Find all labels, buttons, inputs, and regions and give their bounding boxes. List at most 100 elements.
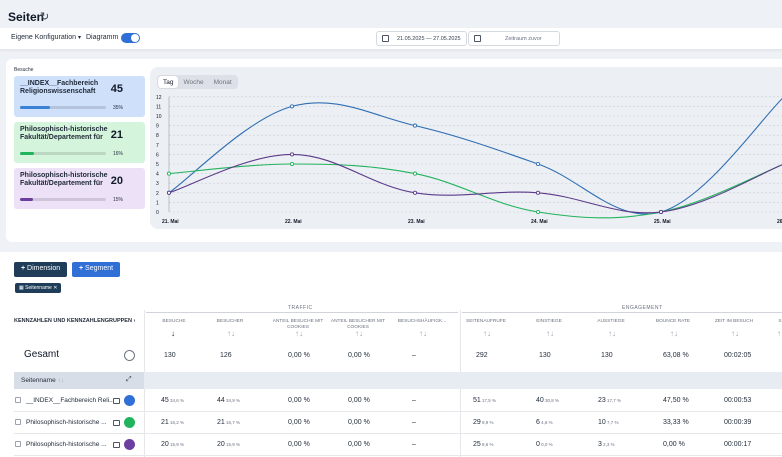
card-percent: 16% (112, 151, 123, 157)
dimension-chip[interactable]: ▦ Seitenname ✕ (15, 283, 62, 293)
add-dimension-button[interactable]: + Dimension (14, 262, 67, 277)
column-header[interactable]: SEITENAUFRUFE (466, 319, 506, 324)
row-value: 40 30,8 % (536, 397, 559, 404)
value-main: – (412, 441, 416, 448)
sort-icon[interactable]: ↑↓ (608, 329, 616, 338)
value-share: 15,9 % (224, 442, 241, 447)
metric-groups-link[interactable]: KENNZAHLEN UND KENNZAHLENGRUPPEN › (14, 318, 135, 324)
compare-picker[interactable]: Zeitraum zuvor (468, 31, 560, 46)
card-value: 21 (110, 129, 123, 141)
sort-icon[interactable]: ↑↓ (419, 329, 427, 338)
y-tick-label: 12 (156, 95, 162, 101)
row-checkbox[interactable] (15, 397, 21, 403)
progress-fill (20, 198, 33, 201)
row-trend-icon[interactable] (124, 395, 135, 406)
trend-icon[interactable] (124, 350, 135, 361)
data-point (289, 104, 295, 109)
column-header[interactable]: ZEIT IM BESUCH (714, 319, 754, 324)
table-row[interactable] (14, 434, 782, 456)
close-icon[interactable]: ✕ (53, 285, 58, 291)
data-point (166, 171, 172, 176)
value-main: – (412, 397, 416, 404)
y-tick-label: 10 (156, 114, 162, 120)
column-header[interactable]: ANTEIL BESUCHE MIT COOKIES (272, 319, 324, 330)
sort-icon[interactable]: ↑↓ (777, 329, 782, 338)
value-main: 00:00:17 (724, 441, 752, 448)
total-value: 126 (220, 352, 232, 359)
row-trend-icon[interactable] (124, 439, 135, 450)
x-tick-label: 21. Mai (162, 219, 179, 225)
column-header[interactable]: AUSSTIEGE (597, 319, 625, 324)
diagram-toggle[interactable] (121, 33, 140, 43)
sort-icon[interactable]: ↑↓ (227, 329, 235, 338)
table-icon: ▦ (19, 285, 24, 291)
value-main: 0,00 % (288, 397, 310, 404)
column-header[interactable]: BOUNCE RATE (655, 319, 691, 324)
sort-icon[interactable]: ↓ (171, 329, 175, 338)
row-checkbox[interactable] (15, 419, 21, 425)
series-line (168, 163, 782, 219)
value-main: 0 (536, 441, 540, 448)
column-header[interactable]: BESUCHE (162, 319, 186, 324)
row-value: 25 8,6 % (473, 441, 494, 448)
dimension-header-label[interactable]: Seitenname ↑↓ (21, 377, 64, 384)
row-name[interactable]: Philosophisch-historische ... (26, 441, 107, 448)
value-main: 21 (161, 419, 169, 426)
add-segment-button[interactable]: + Segment (72, 262, 120, 277)
y-tick-label: 1 (156, 200, 159, 206)
sort-icon[interactable]: ↑↓ (295, 329, 303, 338)
tab-woche[interactable]: Woche (183, 79, 204, 86)
summary-card[interactable]: Philosophisch-historische Fakultät/Depar… (14, 168, 145, 209)
sort-icon[interactable]: ↑↓ (546, 329, 554, 338)
row-trend-icon[interactable] (124, 417, 135, 428)
tab-monat[interactable]: Monat (213, 79, 232, 86)
y-tick-label: 8 (156, 133, 159, 139)
data-point (658, 209, 664, 215)
series-line (168, 153, 782, 214)
row-value: 0,00 % (288, 419, 310, 426)
value-main: 00:00:53 (724, 397, 752, 404)
row-value: 00:00:53 (724, 397, 751, 404)
summary-card[interactable]: __INDEX__Fachbereich Religionswissenscha… (14, 76, 145, 117)
row-value: 0,00 % (288, 397, 310, 404)
expand-icon[interactable]: ⤢ (126, 376, 132, 383)
sort-icon[interactable]: ↑↓ (355, 329, 363, 338)
data-point (412, 123, 418, 128)
data-point (412, 171, 418, 176)
column-header[interactable]: S (778, 319, 782, 324)
chart-tabs: Tag Woche Monat (157, 75, 238, 89)
row-checkbox[interactable] (15, 441, 21, 447)
sort-icon[interactable]: ↑↓ (731, 329, 739, 338)
row-value: – (412, 397, 416, 404)
progress-fill (20, 152, 34, 155)
sort-icon[interactable]: ↑↓ (483, 329, 491, 338)
row-value: 10 7,7 % (598, 419, 619, 426)
table-row[interactable] (14, 390, 782, 412)
plus-icon: + (21, 265, 26, 272)
config-label: Eigene Konfiguration (11, 34, 76, 41)
value-main: 47,50 % (663, 397, 689, 404)
sort-icon[interactable]: ↑↓ (57, 377, 65, 384)
sort-icon[interactable]: ↑↓ (670, 329, 678, 338)
row-value: 47,50 % (663, 397, 689, 404)
row-value: 33,33 % (663, 419, 689, 426)
config-dropdown[interactable]: Eigene Konfiguration ▾ (11, 34, 81, 41)
group-divider (462, 312, 782, 313)
date-range-picker[interactable]: 21.05.2025 — 27.05.2025 (376, 31, 467, 46)
summary-card[interactable]: Philosophisch-historische Fakultät/Depar… (14, 122, 145, 163)
row-name[interactable]: __INDEX__Fachbereich Reli... (26, 397, 115, 404)
column-header[interactable]: BESUCHSHÄUFIGK... (397, 319, 447, 324)
toolbar: Eigene Konfiguration ▾ Diagramm 21.05.20… (0, 28, 782, 50)
x-tick-label: 24. Mai (531, 219, 548, 225)
tab-tag[interactable]: Tag (158, 76, 179, 88)
row-name[interactable]: Philosophisch-historische ... (26, 419, 107, 426)
refresh-icon[interactable]: ↻ (40, 11, 50, 23)
column-header[interactable]: EINSTIEGE (536, 319, 562, 324)
column-header[interactable]: BESUCHER (216, 319, 244, 324)
row-value: 0 0,0 % (536, 441, 553, 448)
column-header[interactable]: ANTEIL BESUCHER MIT COOKIES (330, 319, 386, 330)
value-share: 8,6 % (480, 442, 494, 447)
total-value: 130 (539, 352, 551, 359)
table-row[interactable] (14, 412, 782, 434)
value-main: 20 (217, 441, 225, 448)
